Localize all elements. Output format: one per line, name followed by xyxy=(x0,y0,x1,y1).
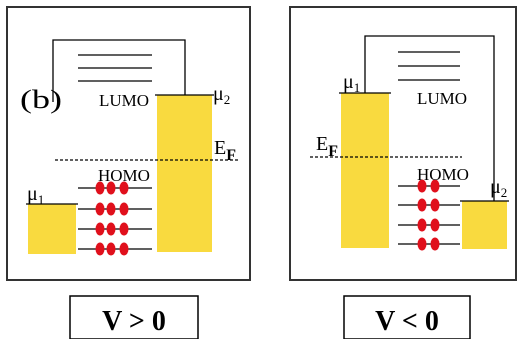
left-homo-label: HOMO xyxy=(98,166,150,185)
electron xyxy=(95,222,105,236)
right-electrode-mu2 xyxy=(462,201,507,249)
left-panel-label: (b) xyxy=(20,85,62,114)
electron xyxy=(119,242,129,256)
right-homo-label: HOMO xyxy=(417,165,469,184)
mu-symbol: μ xyxy=(27,183,38,205)
mu-symbol: μ xyxy=(213,83,224,105)
left-electrons xyxy=(95,181,129,256)
electron xyxy=(417,198,427,212)
electron xyxy=(417,218,427,232)
right-lumo-label: LUMO xyxy=(417,89,467,108)
mu-symbol: μ xyxy=(490,176,501,198)
electron xyxy=(417,237,427,251)
fermi-symbol: E xyxy=(316,133,328,155)
electron xyxy=(417,179,427,193)
left-mu2-label: μ2 xyxy=(213,83,230,107)
electron xyxy=(95,181,105,195)
electron xyxy=(430,237,440,251)
mu-subscript: 1 xyxy=(354,80,361,95)
electron xyxy=(95,202,105,216)
right-fermi-label: EF xyxy=(316,133,338,160)
electron xyxy=(119,181,129,195)
mu-subscript: 1 xyxy=(38,192,45,207)
left-electrode-mu1 xyxy=(28,204,76,254)
mu-subscript: 2 xyxy=(224,92,231,107)
right-circuit-wire xyxy=(364,35,495,201)
right-electrons xyxy=(417,179,440,251)
electron xyxy=(106,242,116,256)
left-panel: (b) LUMO HOMO μ1 μ2 EF V > 0 xyxy=(6,6,251,339)
right-bias-caption: V < 0 xyxy=(375,306,439,337)
left-mu1-label: μ1 xyxy=(27,183,44,207)
electron xyxy=(119,202,129,216)
left-panel-frame xyxy=(6,6,251,281)
left-fermi-label: EF xyxy=(214,137,236,164)
fermi-symbol: E xyxy=(214,137,226,159)
left-circuit-wire xyxy=(52,39,186,102)
right-mu1-label: μ1 xyxy=(343,71,360,95)
electron xyxy=(430,218,440,232)
electron xyxy=(106,181,116,195)
electron xyxy=(106,202,116,216)
right-electrode-mu1 xyxy=(341,93,389,248)
left-bias-caption: V > 0 xyxy=(102,306,166,337)
electron xyxy=(430,198,440,212)
mu-subscript: 2 xyxy=(501,185,508,200)
right-panel-frame xyxy=(289,6,517,281)
left-bias-box xyxy=(69,295,199,339)
electron xyxy=(95,242,105,256)
left-lumo-label: LUMO xyxy=(99,91,149,110)
right-bias-box xyxy=(343,295,471,339)
electron xyxy=(430,179,440,193)
fermi-subscript: F xyxy=(328,143,338,160)
electron xyxy=(119,222,129,236)
mu-symbol: μ xyxy=(343,71,354,93)
electron xyxy=(106,222,116,236)
fermi-subscript: F xyxy=(226,147,236,164)
left-electrode-mu2 xyxy=(157,95,212,252)
right-panel: LUMO HOMO μ1 μ2 EF V < 0 xyxy=(289,6,517,339)
right-mu2-label: μ2 xyxy=(490,176,507,200)
